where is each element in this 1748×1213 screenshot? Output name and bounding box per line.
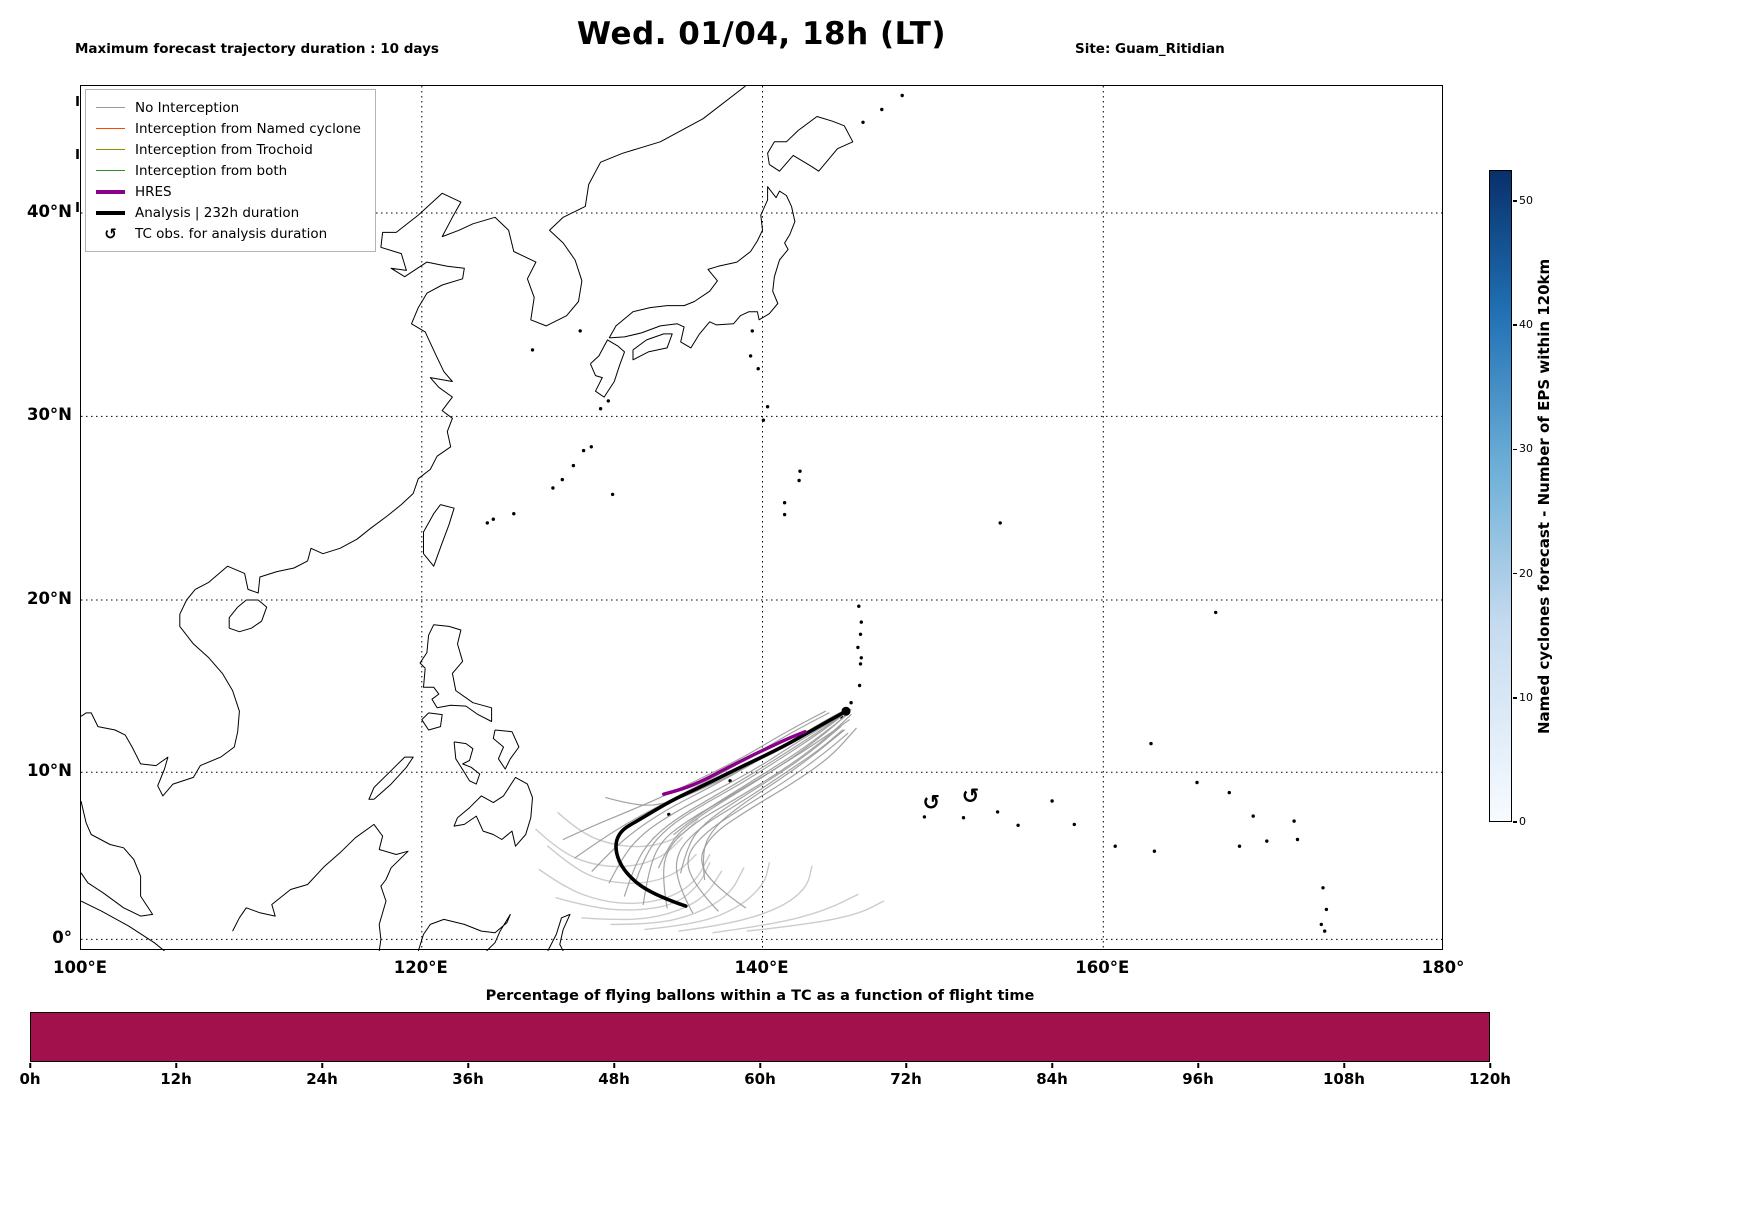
colorbar-gradient	[1489, 170, 1512, 822]
colorbar-tick-mark	[1513, 572, 1517, 575]
flight-time-tick-label: 108h	[1323, 1070, 1365, 1088]
colorbar-tick-label: 40	[1519, 318, 1533, 332]
flight-time-bar-fill	[31, 1013, 1489, 1061]
legend-item-label: No Interception	[135, 99, 240, 116]
legend-item: ↺ TC obs. for analysis duration	[96, 223, 361, 244]
info-max-duration: Maximum forecast trajectory duration : 1…	[75, 41, 439, 58]
cyclone-icon: ↺	[104, 224, 117, 243]
flight-time-tick-label: 24h	[306, 1070, 338, 1088]
flight-time-tick-label: 48h	[598, 1070, 630, 1088]
legend-item-label: Interception from Named cyclone	[135, 120, 361, 137]
bottom-chart-title: Percentage of flying ballons within a TC…	[485, 988, 1035, 1004]
y-tick-label: 40°N	[26, 201, 72, 221]
colorbar-tick-mark	[1513, 448, 1517, 451]
legend-line-swatch	[96, 210, 125, 215]
flight-time-tick-label: 0h	[19, 1070, 41, 1088]
flight-time-tick-mark	[613, 1063, 615, 1068]
flight-time-tick-mark	[467, 1063, 469, 1068]
x-tick-label: 160°E	[1075, 958, 1130, 977]
colorbar-tick-label: 30	[1519, 442, 1533, 456]
analysis-end-marker	[841, 706, 851, 716]
tc-obs-icon: ↺	[922, 791, 940, 815]
legend-item: No Interception	[96, 97, 361, 118]
flight-time-tick-mark	[175, 1063, 177, 1068]
legend-item-label: TC obs. for analysis duration	[135, 225, 328, 242]
flight-time-tick-label: 12h	[160, 1070, 192, 1088]
flight-time-tick-label: 36h	[452, 1070, 484, 1088]
colorbar-tick-mark	[1513, 200, 1517, 202]
legend-item: Interception from both	[96, 160, 361, 181]
y-tick-label: 10°N	[26, 761, 72, 781]
ensemble-trajectories-layer	[562, 708, 857, 914]
legend-item: Interception from Named cyclone	[96, 118, 361, 139]
page-title: Wed. 01/04, 18h (LT)	[576, 16, 947, 52]
y-tick-label: 30°N	[26, 405, 72, 425]
legend-line-swatch	[96, 148, 125, 151]
flight-time-tick-mark	[1051, 1063, 1053, 1068]
analysis-track	[614, 709, 848, 908]
colorbar-label: Named cyclones forecast - Number of EPS …	[1535, 258, 1553, 734]
legend: No Interception Interception from Named c…	[85, 89, 376, 252]
colorbar-tick-mark	[1513, 324, 1517, 326]
colorbar-tick-mark	[1513, 697, 1517, 699]
flight-time-tick-label: 60h	[744, 1070, 776, 1088]
colorbar-tick-mark	[1513, 821, 1517, 823]
flight-time-tick-label: 84h	[1036, 1070, 1068, 1088]
coastline-layer	[81, 86, 1329, 951]
colorbar-tick-label: 10	[1519, 690, 1533, 704]
colorbar-tick-label: 0	[1519, 815, 1526, 828]
legend-line-swatch	[96, 169, 125, 172]
flight-time-tick-label: 96h	[1182, 1070, 1214, 1088]
legend-item: Analysis | 232h duration	[96, 202, 361, 223]
map-canvas: ↺ ↺	[81, 86, 1444, 951]
x-tick-label: 140°E	[734, 958, 789, 977]
hres-track	[662, 730, 807, 796]
legend-item-label: HRES	[135, 183, 172, 200]
tc-obs-icon: ↺	[962, 784, 980, 808]
y-tick-label: 20°N	[26, 589, 72, 609]
legend-item-label: Interception from both	[135, 162, 288, 179]
info-site: Site: Guam_Ritidian	[1075, 41, 1225, 58]
flight-time-tick-mark	[1197, 1063, 1199, 1068]
grid-layer	[81, 86, 1444, 951]
flight-time-tick-label: 72h	[890, 1070, 922, 1088]
flight-time-tick-mark	[1343, 1063, 1345, 1068]
legend-line-swatch	[96, 106, 125, 109]
flight-time-tick-mark	[905, 1063, 907, 1068]
flight-time-tick-mark	[321, 1063, 323, 1068]
legend-line-swatch	[96, 189, 125, 194]
x-tick-label: 100°E	[53, 958, 107, 977]
flight-time-bar-axes	[30, 1012, 1490, 1062]
colorbar-tick-label: 50	[1519, 194, 1533, 208]
legend-item: Interception from Trochoid	[96, 139, 361, 160]
flight-time-tick-label: 120h	[1469, 1070, 1511, 1088]
x-tick-label: 180°	[1421, 958, 1465, 977]
legend-item: HRES	[96, 181, 361, 202]
legend-item-label: Interception from Trochoid	[135, 141, 313, 158]
flight-time-tick-mark	[759, 1063, 761, 1068]
y-tick-label: 0°	[52, 928, 72, 948]
legend-line-swatch	[96, 127, 125, 130]
flight-time-tick-mark	[29, 1063, 31, 1068]
x-tick-label: 120°E	[393, 958, 448, 977]
colorbar-tick-label: 20	[1519, 566, 1533, 580]
map-panel: ↺ ↺ No Interception Interception from Name…	[80, 85, 1444, 951]
flight-time-tick-mark	[1489, 1063, 1491, 1068]
legend-item-label: Analysis | 232h duration	[135, 204, 300, 221]
